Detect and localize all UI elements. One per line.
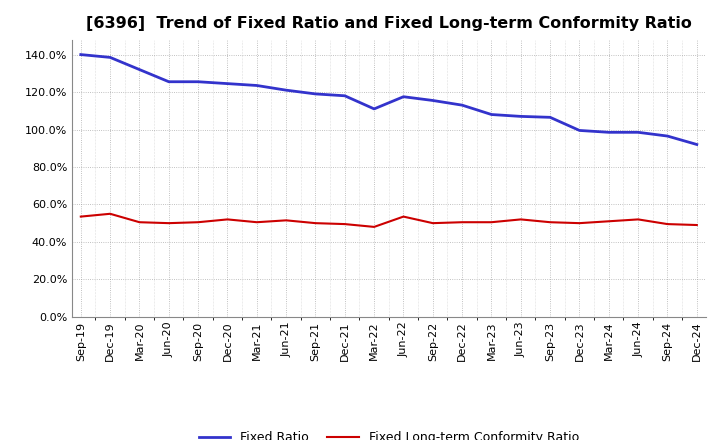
Fixed Ratio [311, 91, 320, 96]
Line: Fixed Long-term Conformity Ratio: Fixed Long-term Conformity Ratio [81, 214, 697, 227]
Fixed Long-term Conformity Ratio [311, 220, 320, 226]
Fixed Ratio [605, 130, 613, 135]
Fixed Long-term Conformity Ratio [399, 214, 408, 219]
Fixed Ratio [106, 55, 114, 60]
Fixed Ratio [399, 94, 408, 99]
Fixed Ratio [458, 103, 467, 108]
Fixed Long-term Conformity Ratio [516, 217, 525, 222]
Fixed Ratio [370, 106, 379, 111]
Fixed Ratio [663, 133, 672, 139]
Fixed Long-term Conformity Ratio [634, 217, 642, 222]
Fixed Long-term Conformity Ratio [223, 217, 232, 222]
Fixed Long-term Conformity Ratio [693, 222, 701, 227]
Line: Fixed Ratio: Fixed Ratio [81, 55, 697, 144]
Fixed Long-term Conformity Ratio [135, 220, 144, 225]
Fixed Ratio [253, 83, 261, 88]
Fixed Long-term Conformity Ratio [487, 220, 496, 225]
Title: [6396]  Trend of Fixed Ratio and Fixed Long-term Conformity Ratio: [6396] Trend of Fixed Ratio and Fixed Lo… [86, 16, 692, 32]
Fixed Long-term Conformity Ratio [663, 221, 672, 227]
Legend: Fixed Ratio, Fixed Long-term Conformity Ratio: Fixed Ratio, Fixed Long-term Conformity … [194, 426, 584, 440]
Fixed Ratio [164, 79, 173, 84]
Fixed Long-term Conformity Ratio [106, 211, 114, 216]
Fixed Long-term Conformity Ratio [428, 220, 437, 226]
Fixed Ratio [487, 112, 496, 117]
Fixed Ratio [546, 115, 554, 120]
Fixed Long-term Conformity Ratio [370, 224, 379, 230]
Fixed Ratio [428, 98, 437, 103]
Fixed Long-term Conformity Ratio [282, 218, 290, 223]
Fixed Long-term Conformity Ratio [253, 220, 261, 225]
Fixed Ratio [135, 67, 144, 72]
Fixed Long-term Conformity Ratio [575, 220, 584, 226]
Fixed Ratio [194, 79, 202, 84]
Fixed Long-term Conformity Ratio [164, 220, 173, 226]
Fixed Long-term Conformity Ratio [546, 220, 554, 225]
Fixed Long-term Conformity Ratio [76, 214, 85, 219]
Fixed Long-term Conformity Ratio [605, 219, 613, 224]
Fixed Ratio [693, 142, 701, 147]
Fixed Long-term Conformity Ratio [194, 220, 202, 225]
Fixed Ratio [223, 81, 232, 86]
Fixed Ratio [76, 52, 85, 57]
Fixed Ratio [282, 88, 290, 93]
Fixed Ratio [341, 93, 349, 99]
Fixed Long-term Conformity Ratio [458, 220, 467, 225]
Fixed Long-term Conformity Ratio [341, 221, 349, 227]
Fixed Ratio [634, 130, 642, 135]
Fixed Ratio [516, 114, 525, 119]
Fixed Ratio [575, 128, 584, 133]
